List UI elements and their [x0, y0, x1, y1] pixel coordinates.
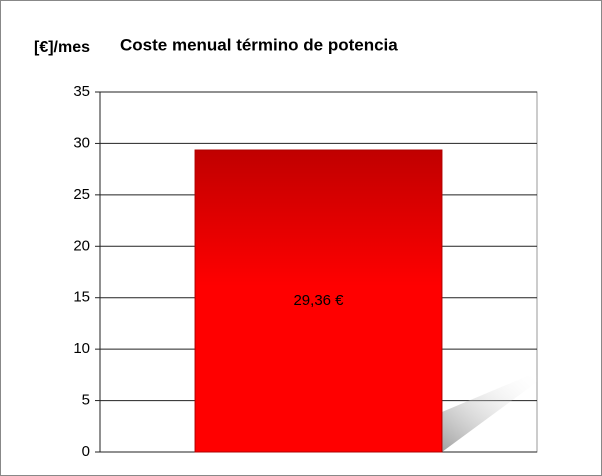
y-tick-label: 35	[73, 83, 90, 100]
chart-title: Coste menual término de potencia	[120, 35, 398, 54]
bar	[194, 149, 443, 453]
y-tick-label: 15	[73, 289, 90, 306]
y-tick-label: 25	[73, 186, 90, 203]
y-tick-label: 30	[73, 134, 90, 151]
y-tick-label: 5	[82, 392, 90, 409]
bar-shadow	[441, 372, 537, 452]
y-tick-label: 0	[82, 443, 90, 460]
y-tick-label: 20	[73, 237, 90, 254]
y-axis-label: [€]/mes	[34, 39, 90, 56]
data-label: 29,36 €	[293, 292, 344, 309]
y-tick-label: 10	[73, 340, 90, 357]
